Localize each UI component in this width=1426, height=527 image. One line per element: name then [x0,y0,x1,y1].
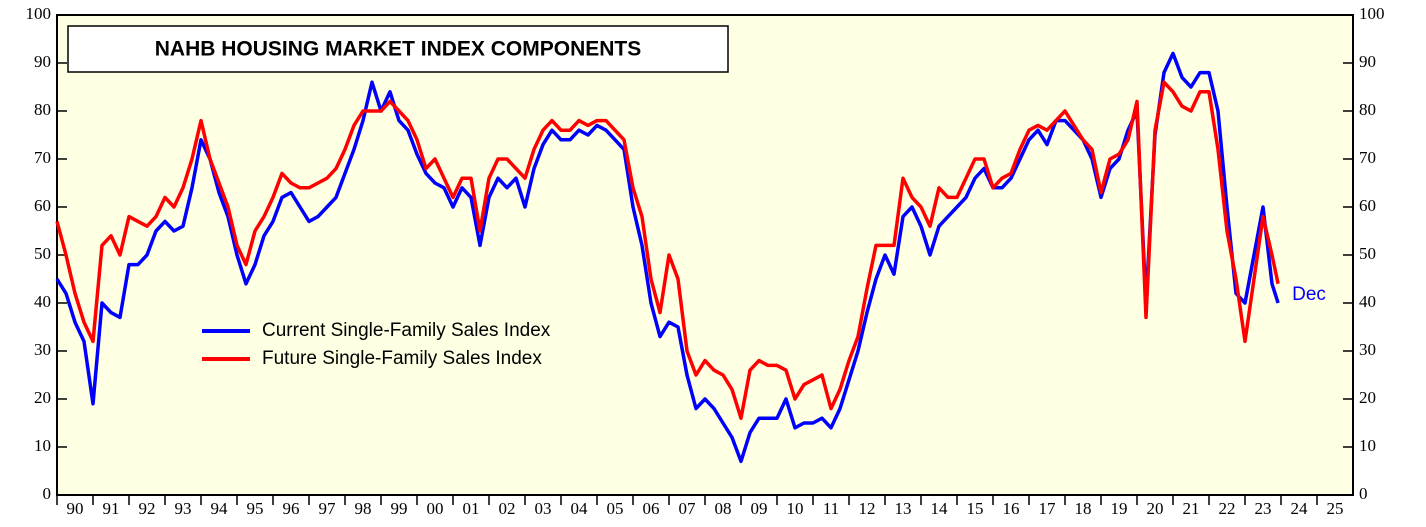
chart-title: NAHB HOUSING MARKET INDEX COMPONENTS [155,38,642,61]
x-tick-label: 13 [895,499,912,518]
y2-tick-label: 50 [1359,244,1376,263]
x-tick-label: 94 [211,499,229,518]
x-tick-label: 95 [247,499,264,518]
y2-tick-label: 30 [1359,340,1376,359]
x-tick-label: 02 [499,499,516,518]
y2-tick-label: 40 [1359,292,1376,311]
y2-tick-label: 0 [1359,484,1368,503]
annotation: Dec [1292,284,1326,305]
y2-tick-label: 90 [1359,52,1376,71]
x-tick-label: 20 [1147,499,1164,518]
x-tick-label: 11 [823,499,839,518]
x-tick-label: 19 [1111,499,1128,518]
y2-tick-label: 60 [1359,196,1376,215]
x-tick-label: 14 [931,499,949,518]
x-tick-label: 06 [643,499,660,518]
x-tick-label: 04 [571,499,589,518]
x-tick-label: 18 [1075,499,1092,518]
y2-tick-label: 80 [1359,100,1376,119]
x-tick-label: 25 [1327,499,1344,518]
x-tick-label: 23 [1255,499,1272,518]
y-tick-label: 10 [34,436,51,455]
title-box [67,25,729,73]
x-tick-label: 91 [103,499,120,518]
x-tick-label: 90 [67,499,84,518]
y-tick-label: 0 [43,484,52,503]
legend-label: Future Single-Family Sales Index [262,348,542,369]
x-tick-label: 93 [175,499,192,518]
x-tick-label: 16 [1003,499,1020,518]
x-tick-label: 03 [535,499,552,518]
y-tick-label: 40 [34,292,51,311]
x-tick-label: 92 [139,499,156,518]
x-tick-label: 21 [1183,499,1200,518]
y-tick-label: 20 [34,388,51,407]
x-tick-label: 05 [607,499,624,518]
x-tick-label: 22 [1219,499,1236,518]
x-tick-label: 99 [391,499,408,518]
x-tick-label: 12 [859,499,876,518]
x-tick-label: 09 [751,499,768,518]
y2-tick-label: 70 [1359,148,1376,167]
x-tick-label: 08 [715,499,732,518]
x-tick-label: 10 [787,499,804,518]
x-tick-label: 98 [355,499,372,518]
y-tick-label: 80 [34,100,51,119]
y-tick-label: 70 [34,148,51,167]
series-line [55,80,1280,420]
y2-tick-label: 10 [1359,436,1376,455]
x-tick-label: 24 [1291,499,1309,518]
x-tick-label: 96 [283,499,300,518]
y2-tick-label: 20 [1359,388,1376,407]
x-tick-label: 17 [1039,499,1057,518]
x-tick-label: 15 [967,499,984,518]
x-tick-label: 97 [319,499,337,518]
y-tick-label: 50 [34,244,51,263]
y-tick-label: 60 [34,196,51,215]
y-tick-label: 90 [34,52,51,71]
x-tick-label: 00 [427,499,444,518]
x-tick-label: 07 [679,499,697,518]
legend-label: Current Single-Family Sales Index [262,320,551,341]
y-tick-label: 100 [26,4,52,23]
y-tick-label: 30 [34,340,51,359]
y2-tick-label: 100 [1359,4,1385,23]
plot-area [56,14,1354,496]
x-tick-label: 01 [463,499,480,518]
